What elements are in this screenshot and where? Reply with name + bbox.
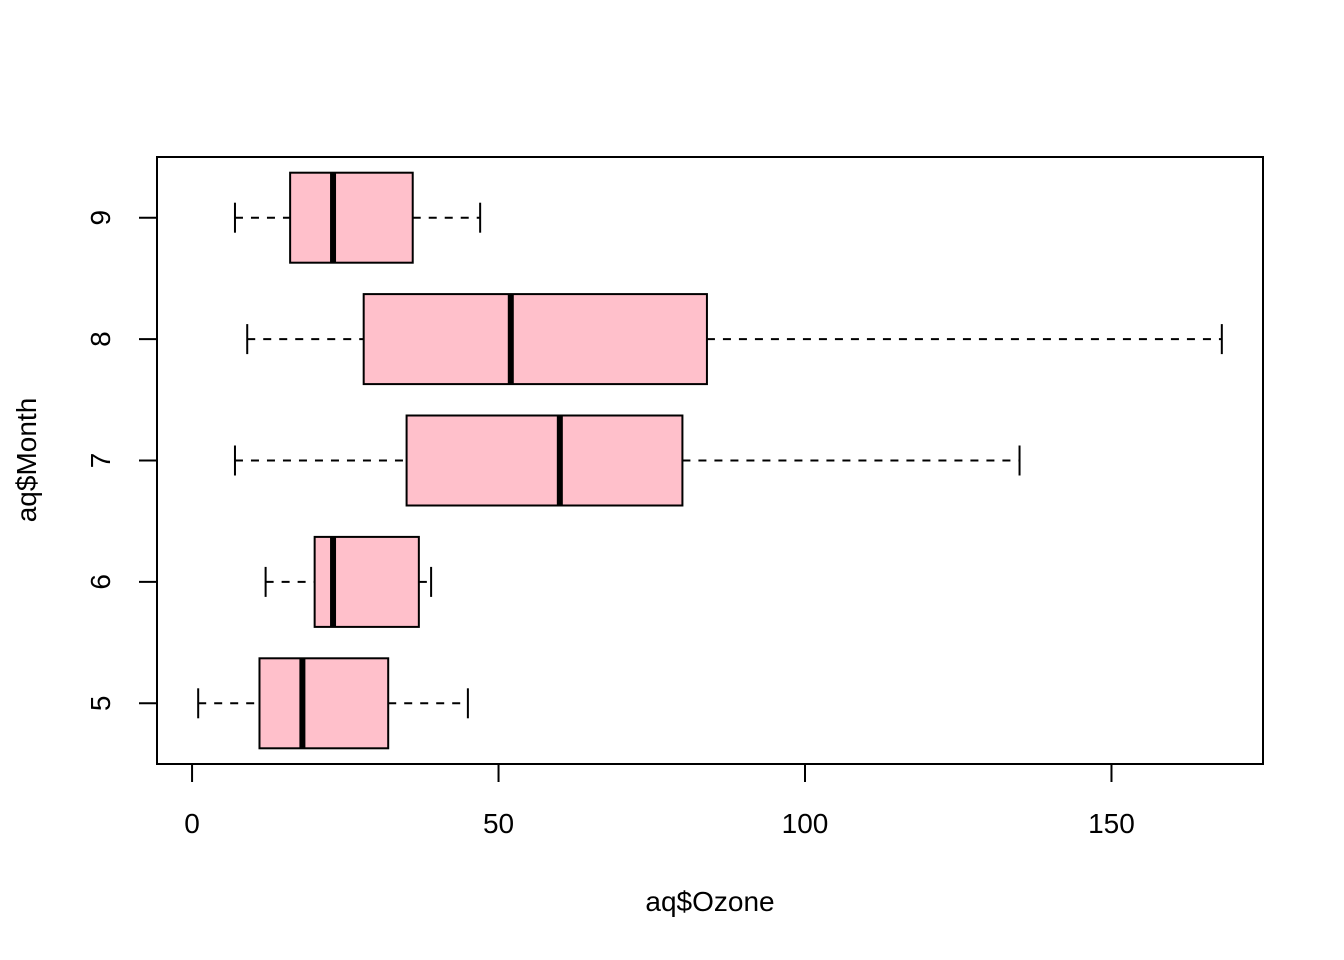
box-month-9: [233, 171, 482, 264]
y-tick-label: 9: [85, 210, 116, 226]
box-iqr: [289, 171, 414, 264]
x-tick-label: 150: [1088, 808, 1135, 839]
x-tick-label: 50: [483, 808, 514, 839]
y-axis: 5 6 7 8 9: [85, 210, 158, 712]
x-tick-label: 0: [184, 808, 200, 839]
y-tick-label: 6: [85, 574, 116, 590]
y-tick-label: 7: [85, 453, 116, 469]
box-month-8: [246, 293, 1223, 386]
box-iqr: [405, 414, 684, 507]
y-axis-label: aq$Month: [11, 398, 42, 523]
y-tick-label: 8: [85, 331, 116, 347]
box-month-7: [233, 414, 1021, 507]
box-month-5: [197, 657, 469, 750]
chart-marks: [197, 171, 1223, 750]
x-tick-label: 100: [782, 808, 829, 839]
y-tick-label: 5: [85, 696, 116, 712]
box-month-6: [264, 535, 433, 628]
box-iqr: [362, 293, 708, 386]
x-axis: 0 50 100 150: [184, 763, 1135, 839]
box-iqr: [258, 657, 390, 750]
x-axis-label: aq$Ozone: [645, 886, 774, 917]
